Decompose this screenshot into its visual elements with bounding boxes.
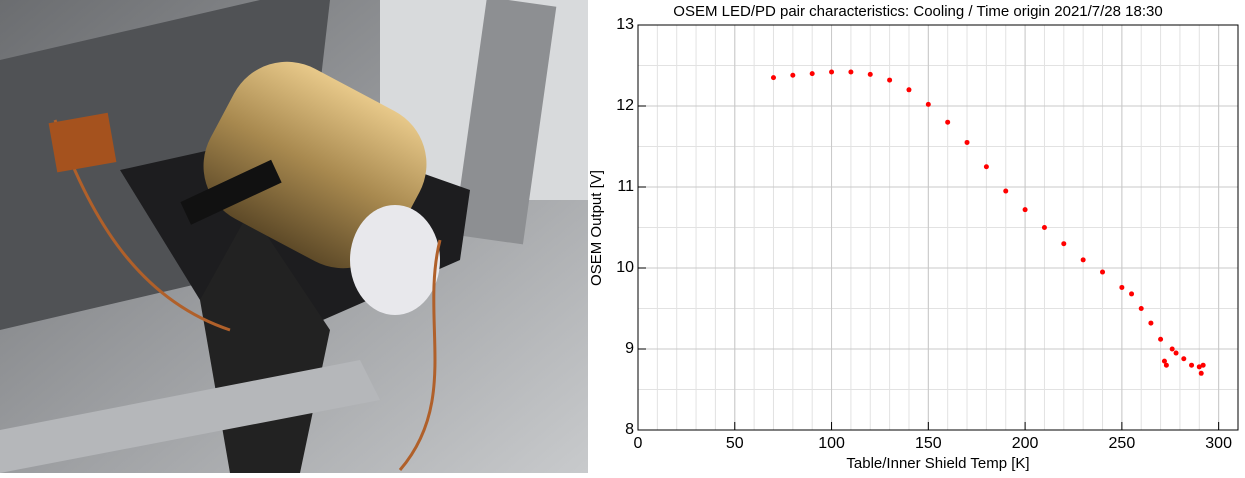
- point: [926, 102, 931, 107]
- point: [1158, 337, 1163, 342]
- y-tick-label: 9: [625, 340, 634, 357]
- point: [1119, 285, 1124, 290]
- point: [1003, 189, 1008, 194]
- figure: OSEM LED/PD pair characteristics: Coolin…: [0, 0, 1245, 473]
- chart: OSEM LED/PD pair characteristics: Coolin…: [588, 3, 1238, 472]
- point: [945, 120, 950, 125]
- point: [1181, 356, 1186, 361]
- point: [906, 87, 911, 92]
- point: [868, 72, 873, 77]
- point: [1023, 207, 1028, 212]
- point: [965, 140, 970, 145]
- point: [1199, 371, 1204, 376]
- y-tick-label: 10: [616, 259, 634, 276]
- x-tick-label: 300: [1205, 435, 1232, 452]
- y-axis-label: OSEM Output [V]: [588, 170, 605, 286]
- x-tick-label: 200: [1012, 435, 1039, 452]
- point: [1100, 270, 1105, 275]
- point: [1061, 241, 1066, 246]
- x-axis-label: Table/Inner Shield Temp [K]: [846, 455, 1029, 472]
- point: [1148, 321, 1153, 326]
- x-tick-label: 250: [1109, 435, 1136, 452]
- point: [1189, 363, 1194, 368]
- page: OSEM LED/PD pair characteristics: Coolin…: [0, 0, 1245, 473]
- photo: [0, 0, 588, 473]
- point: [1081, 257, 1086, 262]
- point: [810, 71, 815, 76]
- point: [1164, 363, 1169, 368]
- point: [1129, 291, 1134, 296]
- x-tick-label: 150: [915, 435, 942, 452]
- point: [1201, 363, 1206, 368]
- point: [848, 69, 853, 74]
- chart-title: OSEM LED/PD pair characteristics: Coolin…: [673, 3, 1162, 20]
- y-tick-label: 8: [625, 421, 634, 438]
- point: [1042, 225, 1047, 230]
- x-tick-label: 50: [726, 435, 744, 452]
- point: [829, 69, 834, 74]
- point: [1174, 351, 1179, 356]
- point: [771, 75, 776, 80]
- point: [1139, 306, 1144, 311]
- point: [984, 164, 989, 169]
- x-tick-label: 100: [818, 435, 845, 452]
- point: [1170, 347, 1175, 352]
- y-tick-label: 13: [616, 16, 634, 33]
- x-tick-label: 0: [634, 435, 643, 452]
- point: [887, 78, 892, 83]
- y-tick-label: 11: [617, 178, 634, 195]
- point: [790, 73, 795, 78]
- y-tick-label: 12: [616, 97, 634, 114]
